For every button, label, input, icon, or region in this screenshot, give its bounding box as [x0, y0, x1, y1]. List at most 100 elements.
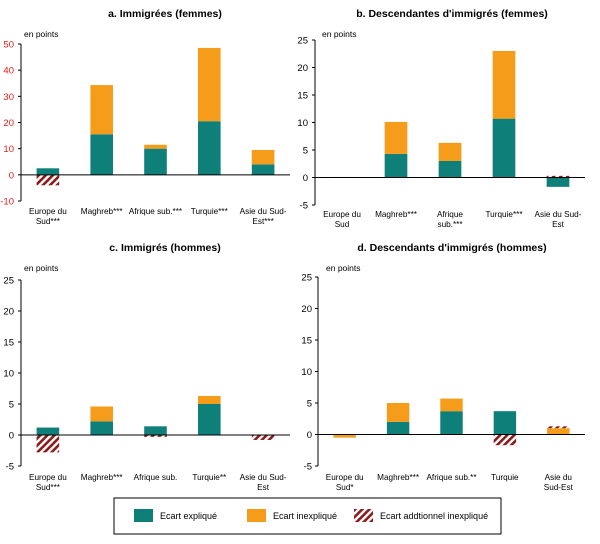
- bar-additionnel: [546, 175, 570, 178]
- y-tick-label: 10: [3, 144, 14, 155]
- bar-inexplique: [333, 434, 356, 438]
- bar-explique: [36, 168, 60, 175]
- y-tick-label: 0: [307, 430, 312, 441]
- y-tick-label: 15: [3, 338, 14, 349]
- x-category-label: Turquie***: [191, 207, 229, 216]
- y-tick-label: 5: [307, 399, 312, 410]
- x-category-label: Turquie**: [192, 473, 227, 482]
- bar-additionnel: [36, 174, 60, 186]
- x-category-label: Turquie: [491, 473, 519, 482]
- bar-explique: [440, 411, 463, 435]
- chart-title: d. Descendants d'immigrés (hommes): [357, 242, 546, 254]
- bar-inexplique: [384, 121, 408, 154]
- y-tick-label: -10: [0, 197, 14, 208]
- x-category-label: Europe du Sud: [323, 210, 361, 229]
- bar-explique: [198, 121, 221, 175]
- bar-inexplique: [90, 406, 113, 422]
- bar-inexplique: [90, 85, 113, 135]
- legend-swatch-additionnel: [354, 509, 373, 522]
- x-category-label: Maghreb***: [377, 473, 420, 482]
- x-category-label: Maghreb***: [375, 210, 418, 219]
- bar-additionnel: [493, 434, 517, 446]
- y-tick-label: 25: [297, 36, 308, 47]
- y-tick-label: 15: [301, 336, 312, 347]
- bar-inexplique: [440, 398, 463, 412]
- y-tick-label: 5: [9, 400, 14, 411]
- bar-additionnel: [251, 435, 275, 440]
- y-unit-label: en points: [326, 263, 361, 273]
- y-unit-label: en points: [322, 29, 357, 39]
- x-category-label: Europe du Sud***: [29, 473, 67, 492]
- bar-explique: [90, 134, 113, 175]
- legend-label-inexplique: Ecart inexpliqué: [273, 511, 337, 521]
- x-category-label: Turquie***: [485, 210, 523, 219]
- chart-title: c. Immigrés (hommes): [109, 242, 220, 254]
- x-category-label: Europe du Sud*: [326, 473, 364, 492]
- bar-explique: [90, 421, 113, 435]
- legend: Ecart expliqué Ecart inexpliqué Ecart ad…: [113, 497, 502, 535]
- x-category-label: Afrique sub.**: [426, 473, 477, 482]
- bar-explique: [144, 148, 167, 175]
- y-tick-label: 40: [3, 66, 14, 77]
- legend-label-explique: Ecart expliqué: [160, 511, 217, 521]
- bar-explique: [386, 421, 410, 435]
- y-tick-label: 25: [301, 273, 312, 284]
- bar-explique: [493, 411, 517, 435]
- x-category-label: Maghreb***: [81, 473, 124, 482]
- bar-explique: [144, 426, 167, 435]
- y-tick-label: 0: [9, 170, 14, 181]
- y-tick-label: 20: [3, 307, 14, 318]
- x-category-label: Maghreb***: [81, 207, 124, 216]
- y-tick-label: 50: [3, 40, 14, 51]
- x-category-label: Asie du Sud-Est***: [240, 207, 287, 226]
- y-tick-label: 10: [297, 118, 308, 129]
- bar-inexplique: [198, 47, 221, 122]
- bar-inexplique: [198, 395, 221, 404]
- chart-title: b. Descendantes d'immigrés (femmes): [356, 8, 548, 20]
- y-tick-label: 10: [3, 369, 14, 380]
- bar-explique: [251, 164, 275, 175]
- bar-inexplique: [547, 428, 570, 435]
- bar-explique: [546, 177, 570, 187]
- y-tick-label: 20: [3, 118, 14, 129]
- bar-inexplique: [492, 51, 516, 119]
- y-tick-label: -5: [300, 201, 308, 212]
- y-tick-label: 30: [3, 92, 14, 103]
- x-category-label: Afrique sub.***: [129, 207, 183, 216]
- x-category-label: Afrique sub.: [134, 473, 178, 482]
- y-tick-label: 25: [3, 276, 14, 287]
- x-category-label: Asie du Sud-Est: [544, 473, 574, 492]
- x-category-label: Asie du Sud-Est: [535, 210, 582, 229]
- y-tick-label: 0: [303, 173, 308, 184]
- bar-explique: [198, 404, 221, 435]
- y-tick-label: 0: [9, 431, 14, 442]
- legend-box: [113, 497, 502, 535]
- y-tick-label: -5: [6, 462, 14, 473]
- bar-inexplique: [386, 403, 410, 422]
- bar-explique: [438, 161, 462, 178]
- y-tick-label: 15: [297, 91, 308, 102]
- chart-panel-1: a. Immigrées (femmes) en points -10 0 10 20 30…: [0, 8, 290, 226]
- bar-inexplique: [251, 149, 275, 165]
- chart-title: a. Immigrées (femmes): [108, 8, 222, 20]
- bar-additionnel: [144, 435, 167, 437]
- y-unit-label: en points: [24, 29, 59, 39]
- legend-swatch-inexplique: [247, 509, 266, 522]
- y-tick-label: -5: [304, 462, 312, 473]
- y-tick-label: 20: [297, 63, 308, 74]
- x-category-label: Afrique sub.***: [437, 210, 463, 229]
- x-category-label: Europe du Sud***: [29, 207, 67, 226]
- y-tick-label: 10: [301, 367, 312, 378]
- chart-panel-2: b. Descendantes d'immigrés (femmes) en po…: [297, 8, 585, 229]
- bar-inexplique: [438, 142, 462, 161]
- bar-explique: [492, 118, 516, 178]
- x-category-label: Asie du Sud-Est: [240, 473, 287, 492]
- y-unit-label: en points: [24, 263, 59, 273]
- chart-panel-3: c. Immigrés (hommes) en points -5 0 5 10 15 20 2…: [3, 242, 290, 492]
- legend-swatch-explique: [134, 509, 153, 522]
- y-tick-label: 5: [303, 146, 308, 157]
- legend-label-additionnel: Ecart addtionnel inexpliqué: [380, 511, 488, 521]
- bar-additionnel: [547, 426, 570, 429]
- bar-explique: [36, 427, 60, 435]
